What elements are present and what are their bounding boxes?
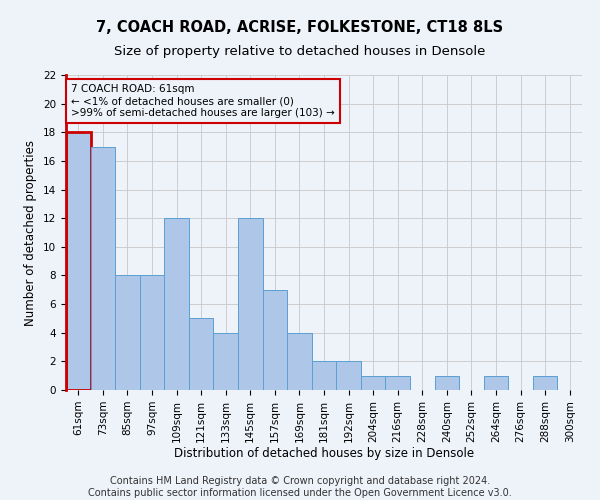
Bar xyxy=(91,146,115,390)
Y-axis label: Number of detached properties: Number of detached properties xyxy=(25,140,37,326)
Bar xyxy=(312,362,336,390)
Bar xyxy=(361,376,385,390)
Bar xyxy=(434,376,459,390)
Text: 7 COACH ROAD: 61sqm
← <1% of detached houses are smaller (0)
>99% of semi-detach: 7 COACH ROAD: 61sqm ← <1% of detached ho… xyxy=(71,84,335,117)
Bar xyxy=(238,218,263,390)
Bar xyxy=(287,332,312,390)
Bar xyxy=(533,376,557,390)
Bar xyxy=(336,362,361,390)
Bar xyxy=(263,290,287,390)
Bar xyxy=(214,332,238,390)
Bar xyxy=(484,376,508,390)
Bar xyxy=(189,318,214,390)
Bar xyxy=(115,276,140,390)
Bar xyxy=(140,276,164,390)
Bar xyxy=(66,132,91,390)
Bar xyxy=(164,218,189,390)
Text: Size of property relative to detached houses in Densole: Size of property relative to detached ho… xyxy=(115,45,485,58)
Text: Contains HM Land Registry data © Crown copyright and database right 2024.
Contai: Contains HM Land Registry data © Crown c… xyxy=(88,476,512,498)
Bar xyxy=(385,376,410,390)
X-axis label: Distribution of detached houses by size in Densole: Distribution of detached houses by size … xyxy=(174,448,474,460)
Text: 7, COACH ROAD, ACRISE, FOLKESTONE, CT18 8LS: 7, COACH ROAD, ACRISE, FOLKESTONE, CT18 … xyxy=(97,20,503,35)
